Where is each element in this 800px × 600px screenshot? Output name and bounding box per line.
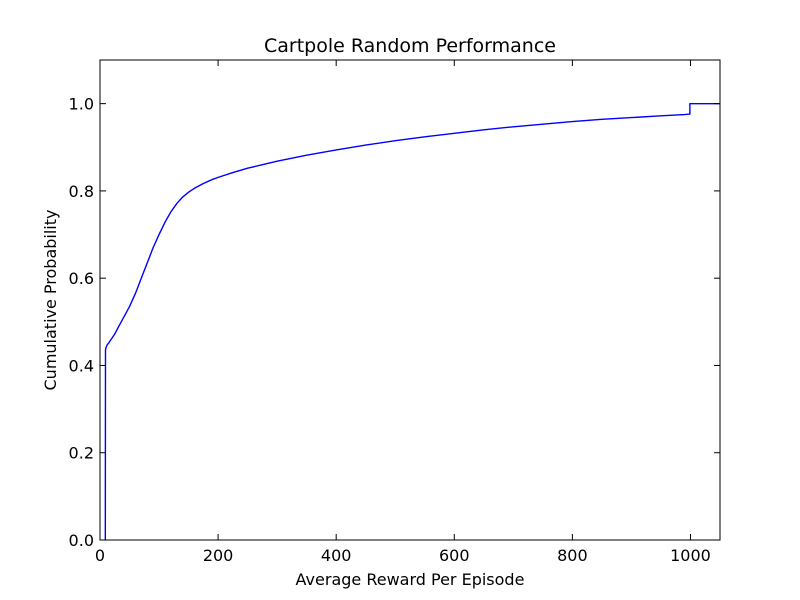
x-tick-label: 400 (321, 546, 352, 565)
y-tick-label: 0.6 (69, 269, 94, 288)
plot-frame (99, 59, 721, 541)
x-tick-label: 200 (203, 546, 234, 565)
x-tick-label: 1000 (670, 546, 711, 565)
series-line-0 (104, 102, 720, 541)
data-layer (104, 102, 720, 541)
x-axis-label: Average Reward Per Episode (296, 570, 525, 589)
y-tick-label: 0.0 (69, 531, 94, 550)
plot-background (100, 60, 720, 540)
ticks-layer: 0 200 400 600 800 1000 0.0 0.2 0.4 0.6 0.8 1.0 (69, 60, 720, 565)
y-tick-label: 0.2 (69, 444, 94, 463)
y-tick-label: 1.0 (69, 95, 94, 114)
y-tick-label: 0.8 (69, 182, 94, 201)
chart-title: Cartpole Random Performance (264, 35, 556, 57)
plot-area (100, 60, 720, 540)
x-tick-label: 800 (557, 546, 588, 565)
x-tick-label: 0 (95, 546, 105, 565)
y-axis-label: Cumulative Probability (41, 210, 60, 391)
x-tick-label: 600 (439, 546, 470, 565)
y-tick-label: 0.4 (69, 356, 94, 375)
